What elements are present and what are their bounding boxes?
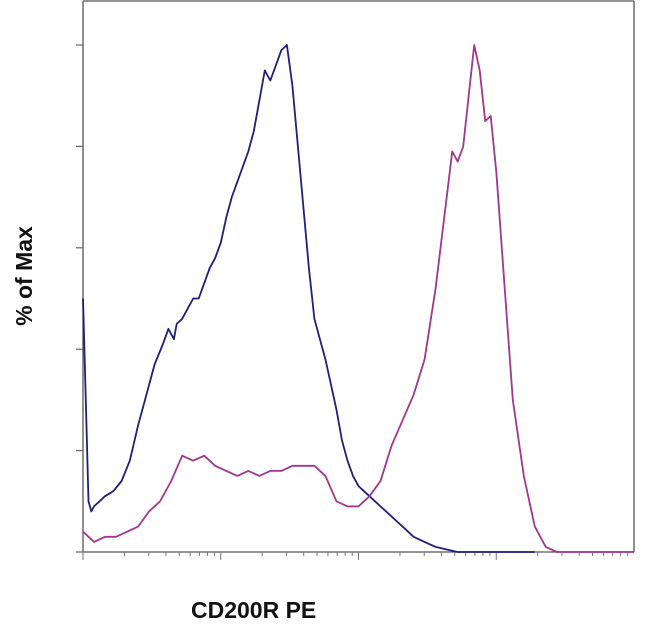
plot-frame — [82, 0, 635, 553]
series-layer — [82, 44, 634, 553]
x-axis-ticks — [82, 552, 629, 560]
series-line-0 — [82, 44, 535, 553]
x-axis-label: CD200R PE — [191, 597, 316, 623]
y-axis-label: % of Max — [11, 226, 37, 326]
series-line-1 — [82, 44, 634, 553]
y-axis-ticks — [76, 44, 83, 553]
